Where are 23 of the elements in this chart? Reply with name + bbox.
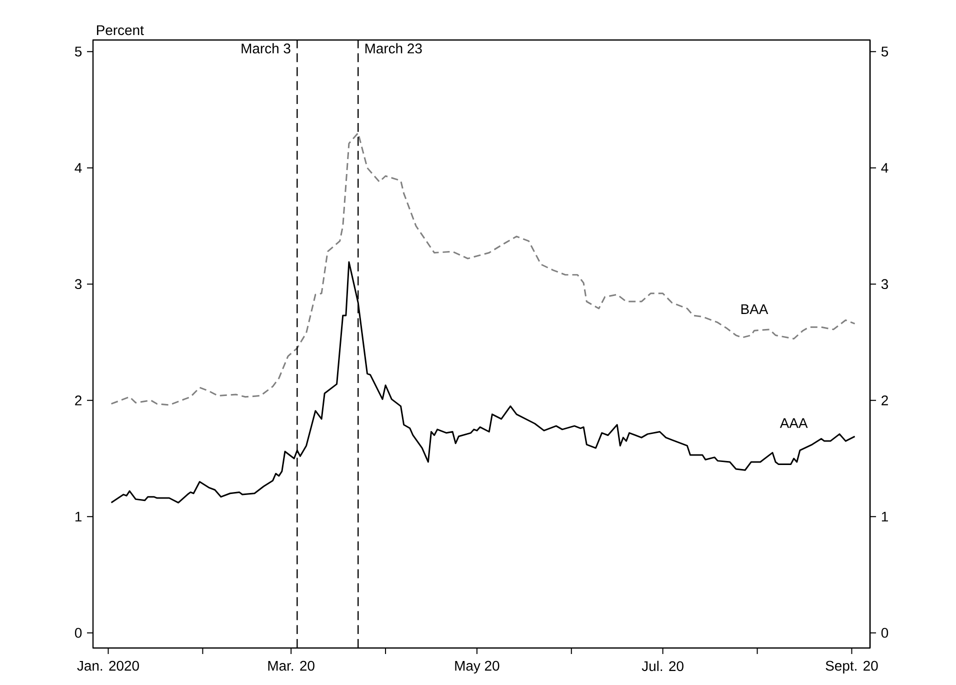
y2-tick-label: 4 <box>881 163 888 173</box>
y-tick-label: 1 <box>75 512 82 522</box>
ref-line-label: March 3 <box>242 43 290 54</box>
y-tick-label: 4 <box>74 163 82 173</box>
y2-tick-label: 2 <box>882 395 888 406</box>
y-tick-label: 3 <box>74 279 82 290</box>
y2-tick-label: 0 <box>881 628 888 638</box>
x-tick-label: May 20 <box>455 660 500 674</box>
x-tick-label: Mar. 20 <box>268 660 314 671</box>
line-series <box>110 132 856 406</box>
ref-line-label: March 23 <box>365 43 422 54</box>
y-tick-label: 0 <box>74 628 82 638</box>
x-tick-label: Jul. 20 <box>642 660 684 672</box>
y2-tick-label: 1 <box>882 512 888 522</box>
y-tick-label: 2 <box>75 395 82 406</box>
series-label: AAA <box>780 418 808 428</box>
x-tick-label: Jan. 2020 <box>77 660 139 671</box>
series-label: BAA <box>741 304 768 314</box>
y2-tick-label: 5 <box>881 46 888 56</box>
y-tick-label: 5 <box>74 46 82 56</box>
x-tick-label: Sept. 20 <box>826 660 878 674</box>
y2-tick-label: 3 <box>881 279 888 290</box>
y-axis-title: Percent <box>97 25 144 36</box>
